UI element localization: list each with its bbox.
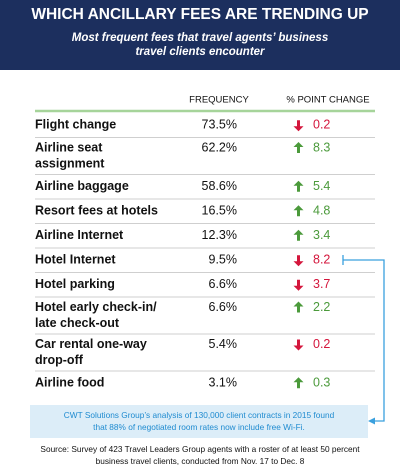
trend-arrow bbox=[293, 255, 304, 267]
frequency: 5.4% bbox=[209, 337, 238, 351]
trend-arrow bbox=[293, 142, 304, 153]
callout-box bbox=[30, 405, 368, 438]
frequency: 16.5% bbox=[202, 204, 237, 218]
frequency: 9.5% bbox=[209, 253, 238, 267]
trend-arrow bbox=[293, 377, 304, 389]
connector bbox=[342, 255, 385, 422]
row-label: Airline baggage bbox=[35, 179, 129, 193]
column-header: % POINT CHANGE bbox=[286, 95, 369, 106]
trend-arrow bbox=[293, 120, 304, 132]
trend-arrow bbox=[293, 180, 304, 192]
change: 0.3 bbox=[313, 376, 330, 390]
callout-text: that 88% of negotiated room rates now in… bbox=[93, 422, 305, 432]
source: Source: Survey of 423 Travel Leaders Gro… bbox=[40, 444, 360, 454]
row-label: Flight change bbox=[35, 118, 116, 132]
frequency: 58.6% bbox=[202, 179, 237, 193]
frequency: 3.1% bbox=[209, 376, 238, 390]
source: business travel clients, conducted from … bbox=[96, 456, 305, 466]
trend-arrow bbox=[293, 279, 304, 291]
trend-arrow bbox=[293, 229, 304, 241]
change: 4.8 bbox=[313, 204, 330, 218]
subtitle: travel clients encounter bbox=[135, 46, 265, 58]
change: 8.2 bbox=[313, 253, 330, 267]
trend-arrow bbox=[293, 339, 304, 351]
change: 8.3 bbox=[313, 140, 330, 154]
row-label: Airline seat bbox=[35, 140, 103, 154]
change: 5.4 bbox=[313, 179, 330, 193]
change: 0.2 bbox=[313, 118, 330, 132]
table: Flight change 73.5% 0.2 Airline seat assignm… bbox=[35, 118, 375, 390]
frequency: 6.6% bbox=[209, 300, 238, 314]
frequency: 62.2% bbox=[202, 140, 237, 154]
row-label: Resort fees at hotels bbox=[35, 204, 158, 218]
row-label: Hotel early check-in/ bbox=[35, 300, 157, 314]
change: 3.4 bbox=[313, 228, 330, 242]
change: 0.2 bbox=[313, 337, 330, 351]
change: 2.2 bbox=[313, 300, 330, 314]
frequency: 6.6% bbox=[209, 277, 238, 291]
row-label: Hotel Internet bbox=[35, 253, 116, 267]
column-header: FREQUENCY bbox=[189, 95, 249, 106]
trend-arrow bbox=[293, 301, 304, 313]
row-label: drop-off bbox=[35, 353, 84, 367]
trend-arrow bbox=[293, 205, 304, 217]
header-band bbox=[0, 0, 400, 70]
row-label: late check-out bbox=[35, 316, 120, 330]
row-label: assignment bbox=[35, 156, 105, 170]
row-label: Car rental one-way bbox=[35, 337, 147, 351]
row-label: Airline Internet bbox=[35, 228, 124, 242]
change: 3.7 bbox=[313, 277, 330, 291]
connector-arrow bbox=[368, 417, 375, 425]
frequency: 12.3% bbox=[202, 228, 237, 242]
row-label: Hotel parking bbox=[35, 277, 115, 291]
row-label: Airline food bbox=[35, 376, 104, 390]
title: WHICH ANCILLARY FEES ARE TRENDING UP bbox=[31, 6, 368, 23]
callout-text: CWT Solutions Group’s analysis of 130,00… bbox=[64, 410, 335, 420]
subtitle: Most frequent fees that travel agents’ b… bbox=[72, 32, 328, 44]
frequency: 73.5% bbox=[202, 118, 237, 132]
